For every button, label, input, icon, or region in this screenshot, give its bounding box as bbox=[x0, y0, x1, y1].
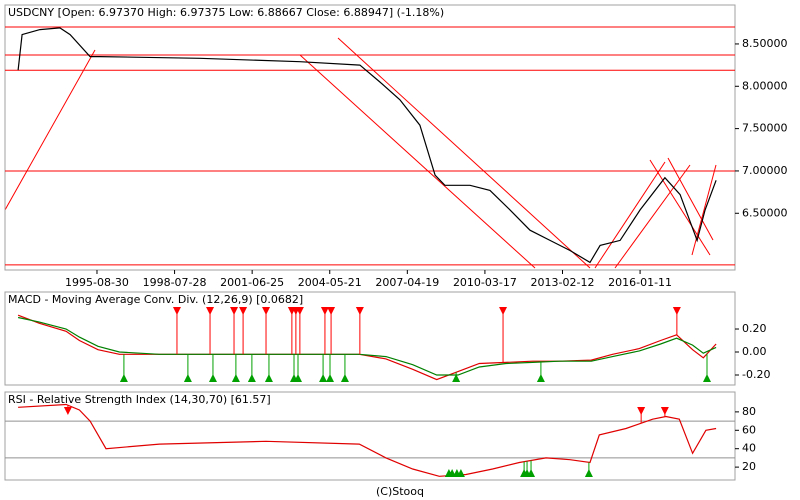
sell-signal bbox=[63, 407, 72, 415]
y-tick-label: 60 bbox=[742, 423, 756, 436]
y-tick-label: 8.00000 bbox=[742, 79, 788, 92]
buy-signal bbox=[119, 374, 128, 382]
buy-signal bbox=[264, 374, 273, 382]
x-tick-label: 2016-01-11 bbox=[608, 276, 672, 289]
y-tick-label: 80 bbox=[742, 405, 756, 418]
y-tick-label: 40 bbox=[742, 442, 756, 455]
sell-signal bbox=[637, 407, 646, 415]
buy-signal bbox=[319, 374, 328, 382]
series-line bbox=[17, 27, 717, 264]
y-tick-label: 0.00 bbox=[742, 345, 767, 358]
y-tick-label: 20 bbox=[742, 460, 756, 473]
y-tick-label: -0.20 bbox=[742, 368, 770, 381]
x-tick-label: 2007-04-19 bbox=[375, 276, 439, 289]
y-tick-label: 6.50000 bbox=[742, 206, 788, 219]
buy-signal bbox=[703, 374, 712, 382]
sell-signal bbox=[295, 307, 304, 315]
panel-title: USDCNY [Open: 6.97370 High: 6.97375 Low:… bbox=[8, 6, 444, 19]
y-tick-label: 8.50000 bbox=[742, 37, 788, 50]
buy-signal bbox=[183, 374, 192, 382]
buy-signal bbox=[536, 374, 545, 382]
x-tick-label: 1998-07-28 bbox=[143, 276, 207, 289]
sell-signal bbox=[172, 307, 181, 315]
buy-signal bbox=[456, 469, 465, 477]
buy-signal bbox=[208, 374, 217, 382]
y-tick-label: 0.20 bbox=[742, 322, 767, 335]
y-tick-label: 7.00000 bbox=[742, 164, 788, 177]
trend-line bbox=[691, 164, 717, 256]
panel-frame bbox=[4, 291, 736, 386]
sell-signal bbox=[327, 307, 336, 315]
buy-signal bbox=[231, 374, 240, 382]
sell-signal bbox=[206, 307, 215, 315]
buy-signal bbox=[294, 374, 303, 382]
trend-line bbox=[649, 159, 711, 256]
y-tick-label: 7.50000 bbox=[742, 122, 788, 135]
buy-signal bbox=[247, 374, 256, 382]
buy-signal bbox=[527, 469, 536, 477]
sell-signal bbox=[499, 307, 508, 315]
x-tick-label: 1995-08-30 bbox=[65, 276, 129, 289]
panel-title: MACD - Moving Average Conv. Div. (12,26,… bbox=[8, 293, 303, 306]
sell-signal bbox=[660, 407, 669, 415]
trend-lines bbox=[4, 37, 717, 269]
buy-signal bbox=[326, 374, 335, 382]
sell-signal bbox=[672, 307, 681, 315]
trend-line bbox=[337, 37, 591, 269]
x-tick-label: 2004-05-21 bbox=[298, 276, 362, 289]
buy-signal bbox=[340, 374, 349, 382]
series-line bbox=[17, 314, 717, 381]
series-line bbox=[17, 316, 717, 376]
trend-line bbox=[299, 54, 536, 269]
sell-signal bbox=[262, 307, 271, 315]
trend-line bbox=[4, 49, 96, 211]
sell-signal bbox=[230, 307, 239, 315]
panel-title: RSI - Relative Strength Index (14,30,70)… bbox=[8, 393, 271, 406]
sell-signal bbox=[239, 307, 248, 315]
buy-signal bbox=[584, 469, 593, 477]
panel-frame bbox=[4, 4, 736, 271]
buy-signal bbox=[452, 374, 461, 382]
x-tick-label: 2013-02-12 bbox=[531, 276, 595, 289]
series-line bbox=[18, 403, 717, 477]
sell-signal bbox=[355, 307, 364, 315]
x-tick-label: 2001-06-25 bbox=[220, 276, 284, 289]
panel-frame bbox=[4, 391, 736, 481]
trend-line bbox=[594, 161, 666, 269]
trend-line bbox=[614, 164, 691, 269]
x-tick-label: 2010-03-17 bbox=[453, 276, 517, 289]
trend-line bbox=[667, 157, 714, 241]
footer: (C)Stooq bbox=[376, 485, 424, 498]
sell-signal bbox=[320, 307, 329, 315]
